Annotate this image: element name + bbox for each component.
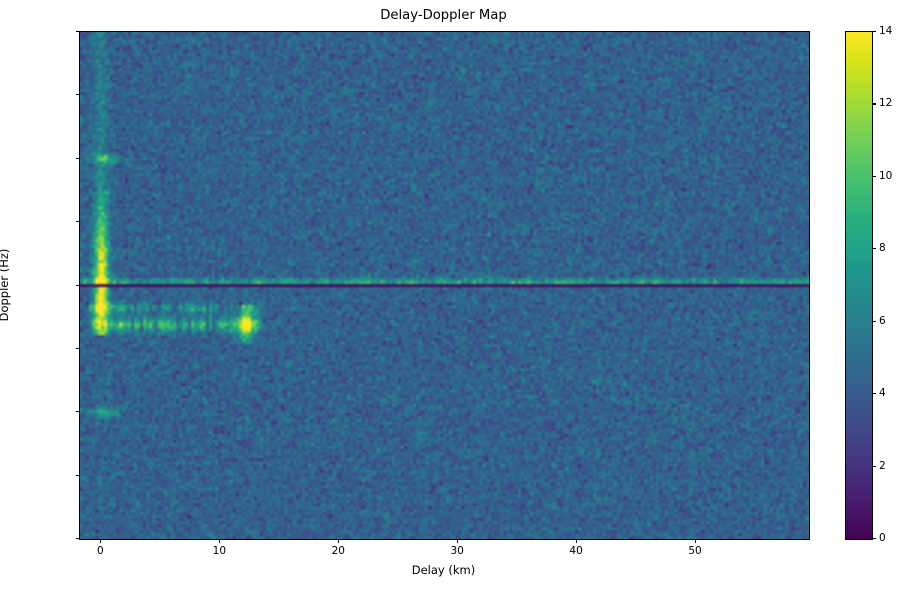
delay-doppler-heatmap-image [80, 32, 809, 539]
x-tick-label: 50 [688, 545, 702, 557]
page-title: Delay-Doppler Map [380, 8, 507, 23]
colorbar-tick [872, 175, 876, 177]
x-tick-label: 30 [450, 545, 464, 557]
y-tick [75, 538, 79, 540]
colorbar-tick [872, 538, 876, 540]
colorbar [845, 31, 873, 540]
x-tick-label: 20 [331, 545, 345, 557]
colorbar-tick [872, 320, 876, 322]
x-tick [219, 539, 221, 543]
x-tick [457, 539, 459, 543]
y-tick [75, 221, 79, 223]
y-tick [75, 31, 79, 33]
x-tick [695, 539, 697, 543]
colorbar-tick [872, 465, 876, 467]
colorbar-tick-label: 6 [879, 314, 886, 327]
y-tick [75, 347, 79, 349]
x-axis-label: Delay (km) [411, 563, 476, 577]
x-tick-label: 10 [212, 545, 227, 557]
colorbar-tick [872, 393, 876, 395]
colorbar-tick-label: 4 [879, 387, 886, 400]
y-tick [75, 284, 79, 286]
colorbar-tick-label: 8 [879, 242, 886, 255]
y-axis-label: Doppler (Hz) [0, 248, 11, 321]
y-tick [75, 474, 79, 476]
x-tick [100, 539, 102, 543]
x-tick-label: 40 [569, 545, 583, 557]
colorbar-tick-label: 12 [879, 97, 893, 110]
delay-doppler-plot-area [79, 31, 810, 540]
y-tick [75, 157, 79, 159]
colorbar-gradient [846, 32, 872, 539]
y-tick [75, 411, 79, 413]
colorbar-tick-label: 2 [879, 459, 886, 472]
x-tick [576, 539, 578, 543]
y-tick [75, 94, 79, 96]
colorbar-tick-label: 0 [879, 532, 886, 544]
x-tick [338, 539, 340, 543]
x-tick-label: 0 [97, 545, 104, 557]
colorbar-tick-label: 14 [879, 25, 893, 37]
colorbar-tick [872, 248, 876, 250]
colorbar-tick-label: 10 [879, 169, 893, 182]
colorbar-tick [872, 31, 876, 33]
colorbar-tick [872, 103, 876, 105]
